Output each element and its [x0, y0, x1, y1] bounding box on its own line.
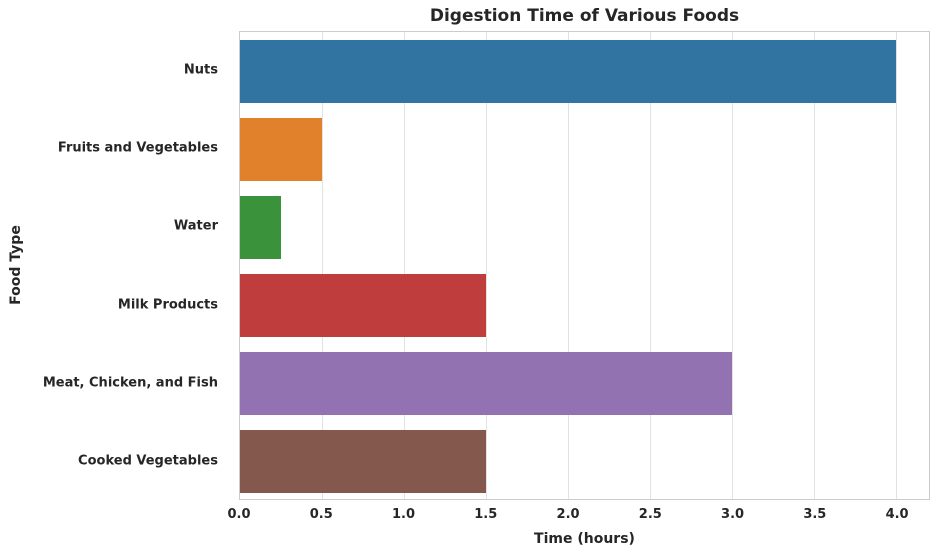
bar-water: [240, 195, 281, 259]
gridline: [732, 32, 734, 499]
bar-nuts: [240, 39, 897, 103]
y-tick-label: Milk Products: [117, 297, 218, 313]
y-tick-label: Meat, Chicken, and Fish: [42, 375, 218, 391]
x-tick-label: 0.5: [309, 507, 333, 522]
y-tick-label: Nuts: [183, 62, 218, 78]
gridline: [650, 32, 652, 499]
plot-area: [239, 31, 930, 500]
gridline: [404, 32, 406, 499]
gridline: [486, 32, 488, 499]
x-tick-label: 0.0: [227, 507, 251, 522]
y-tick-label: Water: [173, 218, 218, 234]
gridline: [568, 32, 570, 499]
bar-fruits-and-vegetables: [240, 117, 323, 181]
x-axis-label: Time (hours): [534, 531, 635, 547]
x-tick-label: 1.5: [474, 507, 498, 522]
gridline: [322, 32, 324, 499]
x-tick-label: 3.5: [803, 507, 827, 522]
x-tick-label: 2.0: [556, 507, 580, 522]
bar-meat-chicken-and-fish: [240, 352, 733, 416]
y-tick-labels: Nuts Fruits and Vegetables Water Milk Produ…: [0, 31, 228, 500]
y-tick-label: Cooked Vegetables: [78, 453, 218, 469]
x-tick-label: 2.5: [638, 507, 662, 522]
x-tick-labels: 0.0 0.5 1.0 1.5 2.0 2.5 3.0 3.5 4.0: [227, 507, 930, 527]
gridline: [814, 32, 816, 499]
x-tick-label: 1.0: [392, 507, 416, 522]
y-tick-label: Fruits and Vegetables: [57, 140, 218, 156]
x-tick-label: 3.0: [721, 507, 745, 522]
chart-title: Digestion Time of Various Foods: [429, 6, 740, 26]
x-tick-label: 4.0: [885, 507, 909, 522]
gridline: [896, 32, 898, 499]
bar-cooked-vegetables: [240, 430, 487, 494]
bar-milk-products: [240, 274, 487, 338]
